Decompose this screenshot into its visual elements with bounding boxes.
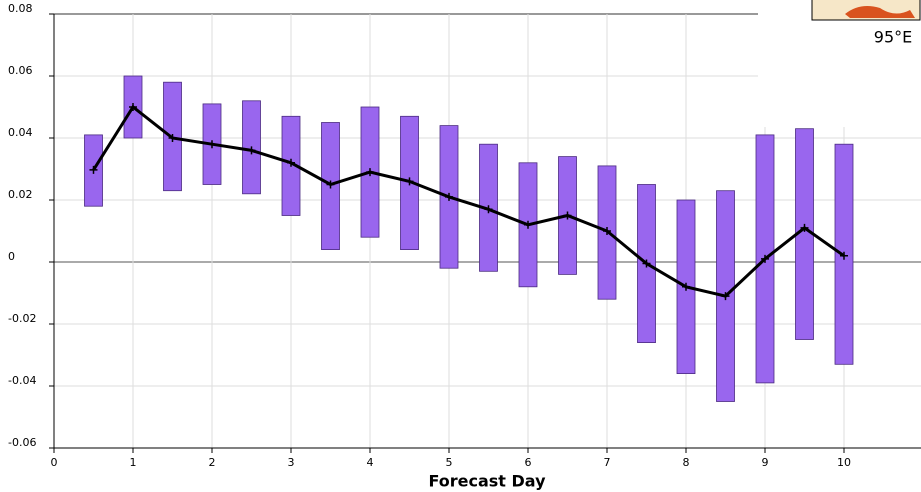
- mean-line: [92, 104, 845, 298]
- y-tick-label: 0.02: [8, 188, 33, 201]
- inset-map-shape: [845, 6, 915, 18]
- mean-marker: [366, 168, 374, 177]
- x-tick-label: 6: [525, 456, 532, 469]
- mean-marker: [129, 103, 137, 111]
- mean-marker: [484, 205, 493, 214]
- y-tick-label: 0: [8, 250, 15, 263]
- x-tick-label: 5: [446, 456, 453, 469]
- mean-marker: [287, 158, 295, 167]
- mean-marker: [168, 134, 177, 142]
- x-tick-label: 10: [837, 456, 851, 469]
- y-tick-label: 0.06: [8, 64, 33, 77]
- mean-marker: [326, 180, 335, 189]
- mean-marker: [603, 227, 611, 235]
- y-tick-label: -0.06: [8, 436, 36, 449]
- mean-marker: [524, 220, 532, 229]
- y-tick-label: 0.04: [8, 126, 33, 139]
- mean-marker: [840, 251, 848, 260]
- mean-marker: [642, 259, 651, 268]
- mean-marker: [247, 146, 256, 155]
- mean-marker: [682, 282, 690, 291]
- mean-marker: [761, 254, 769, 263]
- mean-marker: [89, 165, 98, 174]
- x-tick-label: 3: [288, 456, 295, 469]
- y-tick-label: 0.08: [8, 2, 33, 15]
- x-tick-label: 8: [683, 456, 690, 469]
- mean-marker: [445, 192, 453, 201]
- x-axis-label: Forecast Day: [428, 472, 546, 491]
- mean-marker: [721, 292, 730, 301]
- y-tick-label: -0.04: [8, 374, 36, 387]
- annotation: 95°E: [874, 28, 912, 47]
- inset-mask: [758, 0, 921, 127]
- mean-marker: [563, 211, 572, 220]
- y-tick-label: -0.02: [8, 312, 36, 325]
- x-tick-label: 2: [209, 456, 216, 469]
- mean-marker: [405, 177, 414, 186]
- x-tick-label: 0: [51, 456, 58, 469]
- x-tick-label: 7: [604, 456, 611, 469]
- x-tick-label: 4: [367, 456, 374, 469]
- x-tick-label: 9: [762, 456, 769, 469]
- mean-marker: [800, 223, 809, 232]
- mean-marker: [208, 140, 216, 149]
- x-tick-label: 1: [130, 456, 137, 469]
